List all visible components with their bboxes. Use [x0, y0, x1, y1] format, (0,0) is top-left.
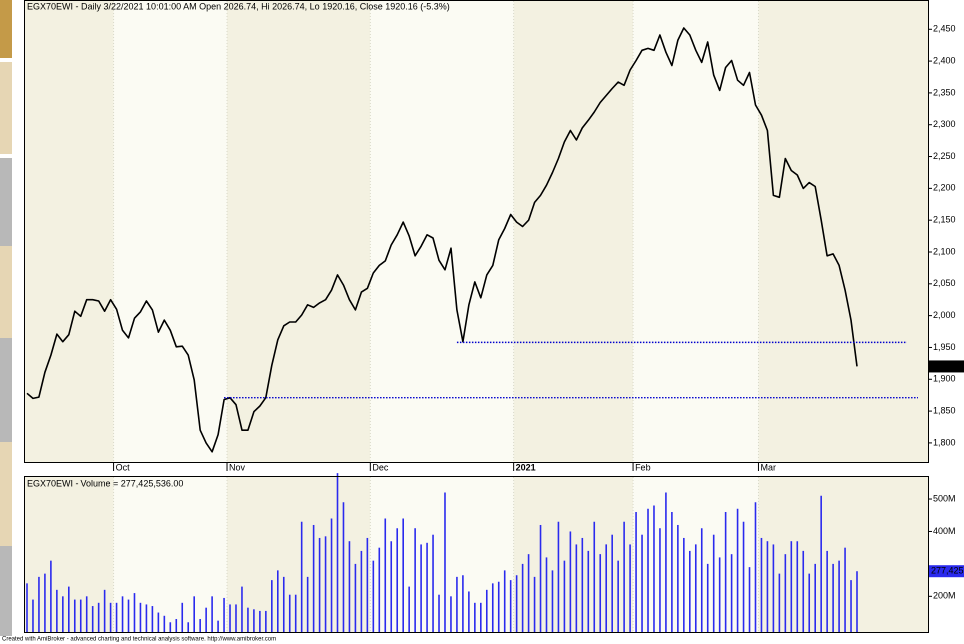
y-tick-label: 2,400: [933, 55, 956, 65]
x-tick-label: Mar: [760, 462, 776, 472]
y-tick-label: 1,850: [933, 405, 956, 415]
y-tick-label: 2,300: [933, 119, 956, 129]
y-tick-label: 1,950: [933, 342, 956, 352]
sidebar: [0, 0, 12, 58]
y-tick-label: 2,450: [933, 24, 956, 34]
month-band: [513, 477, 634, 632]
last-value-box: [929, 565, 964, 578]
month-band: [758, 477, 928, 632]
x-tick-label: Feb: [635, 462, 651, 472]
month-band: [513, 1, 634, 462]
y-tick-label: 2,350: [933, 87, 956, 97]
last-value-label: 1,920.16: [931, 361, 964, 371]
sidebar: [0, 62, 12, 154]
price-pane-border: [24, 0, 929, 463]
month-band: [25, 1, 114, 462]
month-band: [758, 1, 928, 462]
last-value-box: [929, 360, 964, 373]
x-tick-label: 2021: [516, 462, 536, 472]
y-tick-label: 2,100: [933, 246, 956, 256]
month-band: [633, 1, 759, 462]
x-tick-label: Nov: [229, 462, 246, 472]
footer: Created with AmiBroker - advanced charti…: [2, 637, 276, 643]
y-tick-label: 200M: [933, 591, 956, 601]
y-tick-label: 2,000: [933, 310, 956, 320]
price-line: [26, 27, 858, 453]
month-band: [227, 477, 371, 632]
sidebar: [0, 338, 12, 442]
y-tick-label: 2,200: [933, 183, 956, 193]
chart-title: EGX70EWI - Daily 3/22/2021 10:01:00 AM O…: [27, 1, 450, 11]
pane-title: EGX70EWI -: [27, 478, 79, 488]
month-band: [113, 1, 228, 462]
month-band: [113, 477, 228, 632]
month-band: [370, 1, 514, 462]
y-tick-label: 2,050: [933, 278, 956, 288]
x-tick-label: Oct: [116, 462, 131, 472]
y-tick-label: 1,900: [933, 374, 956, 384]
y-tick-label: 2,150: [933, 215, 956, 225]
volume-pane-border: [24, 476, 929, 633]
sidebar: [0, 546, 12, 636]
sidebar: [0, 246, 12, 338]
y-tick-label: 1,800: [933, 437, 956, 447]
y-tick-label: 2,250: [933, 151, 956, 161]
y-tick-label: 400M: [933, 526, 956, 536]
sidebar: [0, 158, 12, 246]
last-value-label: 277,425: [931, 566, 964, 576]
x-tick-label: Dec: [372, 462, 389, 472]
y-tick-label: 500M: [933, 493, 956, 503]
pane-title: Volume = 277,425,536.00: [81, 478, 184, 488]
month-band: [370, 477, 514, 632]
sidebar: [0, 442, 12, 546]
month-band: [227, 1, 371, 462]
